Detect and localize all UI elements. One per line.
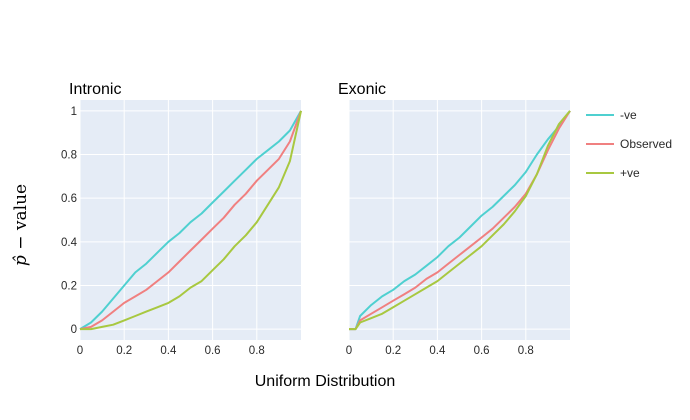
y-axis-title: p̂ − value [11, 184, 31, 266]
legend-label-neg: -ve [620, 108, 637, 122]
panel-title-exonic: Exonic [338, 81, 386, 98]
y-axis-title-part: p̂ [11, 255, 31, 266]
y-tick-label: 0.2 [61, 280, 77, 292]
y-tick-label: 0.4 [61, 237, 78, 249]
x-tick-label: 0.2 [116, 345, 132, 357]
x-axis-title: Uniform Distribution [255, 373, 395, 390]
x-tick-label: 0.4 [160, 345, 177, 357]
x-tick-label: 0.8 [249, 345, 265, 357]
y-axis-title-part: value [11, 184, 31, 231]
x-tick-label: 0 [77, 345, 83, 357]
plot-area-intronic [80, 100, 301, 340]
series-line-neg [79, 110, 302, 330]
x-tick-label: 0.6 [474, 345, 490, 357]
series-line-neg [349, 110, 571, 331]
legend-label-pos: +ve [620, 166, 640, 180]
x-tick-label: 0.6 [205, 345, 221, 357]
series-line-pos [80, 110, 302, 331]
y-tick-label: 0.6 [61, 193, 77, 205]
x-tick-label: 0.8 [518, 345, 534, 357]
plot-area-exonic [349, 100, 570, 340]
series-line-pos [349, 110, 571, 331]
series-line-observed [79, 110, 302, 331]
legend-label-observed: Observed [620, 137, 672, 151]
panel-title-intronic: Intronic [69, 81, 121, 98]
x-tick-label: 0.4 [429, 345, 446, 357]
y-tick-label: 0.8 [61, 150, 77, 162]
x-tick-label: 0.2 [385, 345, 401, 357]
y-tick-label: 1 [71, 106, 77, 118]
y-tick-label: 0 [71, 324, 77, 336]
x-tick-label: 0 [346, 345, 352, 357]
y-axis-title-part: − [11, 230, 31, 255]
